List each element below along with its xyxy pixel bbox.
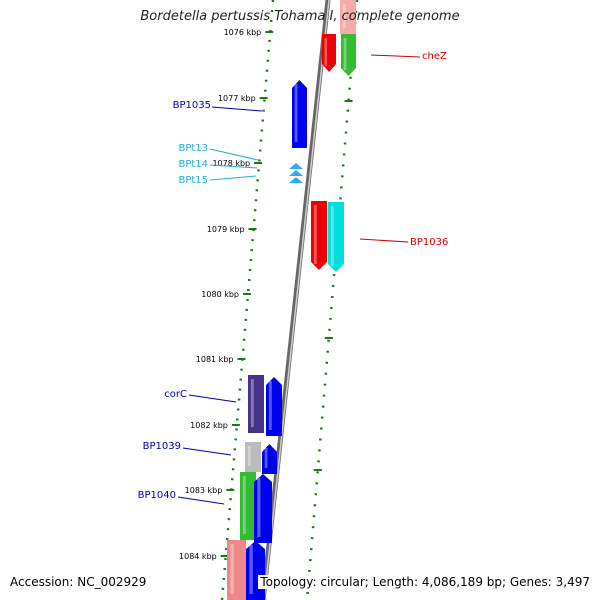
gene-corC <box>248 375 264 433</box>
scale-tick-label: 1078 kbp <box>212 159 250 168</box>
gene-gray-BP1039 <box>245 442 261 472</box>
label-leader-line <box>370 54 421 58</box>
gene-green-top-shine <box>343 38 347 70</box>
scale-tick-label: 1076 kbp <box>224 28 262 37</box>
gene-label-BP1035: BP1035 <box>173 100 211 111</box>
left-dotted-guide <box>220 0 275 600</box>
gene-red-cheZ-shine <box>324 38 328 66</box>
scale-tick-label: 1083 kbp <box>185 486 223 495</box>
gene-red-BP1036 <box>311 201 327 270</box>
gene-corC-shine <box>250 379 254 427</box>
label-leader-line <box>177 496 225 505</box>
label-leader-line <box>209 164 258 169</box>
gene-blue-BP1039-shine <box>264 448 268 468</box>
gene-blue-bottom-shine <box>249 545 253 594</box>
gene-blue-BP1039 <box>262 444 277 474</box>
topology-summary: Topology: circular; Length: 4,086,189 bp… <box>258 575 592 589</box>
trna-chevron <box>289 170 303 176</box>
gene-cyan-BP1036-shine <box>330 206 334 266</box>
trna-chevron <box>289 163 303 169</box>
gene-label-BPt13: BPt13 <box>178 143 208 154</box>
gene-blue-corC <box>266 377 282 436</box>
gene-label-BPt15: BPt15 <box>178 175 208 186</box>
gene-blue-bottom <box>246 541 265 600</box>
scale-tick-label: 1082 kbp <box>190 421 228 430</box>
gene-red-cheZ <box>322 34 336 72</box>
gene-label-BP1036: BP1036 <box>410 237 448 248</box>
gene-blue-corC-shine <box>268 381 272 430</box>
gene-gray-BP1039-shine <box>247 446 251 466</box>
gene-label-corC: corC <box>164 389 187 400</box>
accession-text: Accession: NC_002929 <box>8 575 149 589</box>
genome-backbone <box>260 0 331 600</box>
right-dotted-guide <box>305 0 359 600</box>
scale-tick-label: 1077 kbp <box>218 94 256 103</box>
gene-pink-bottom <box>227 540 246 600</box>
gene-BP1035 <box>292 80 307 148</box>
scale-tick-label: 1084 kbp <box>179 552 217 561</box>
gene-green-BP1040-shine <box>242 476 246 534</box>
gene-red-BP1036-shine <box>313 205 317 264</box>
label-leader-line <box>182 447 232 456</box>
genome-backbone-highlight <box>263 0 330 600</box>
map-title: Bordetella pertussis Tohama I, complete … <box>140 9 460 24</box>
label-leader-line <box>359 238 409 243</box>
scale-tick-label: 1080 kbp <box>201 290 239 299</box>
gene-pink-bottom-shine <box>230 544 234 594</box>
gene-label-cheZ: cheZ <box>422 51 447 62</box>
gene-green-top <box>341 34 356 76</box>
gene-cyan-BP1036 <box>328 202 344 272</box>
label-leader-line <box>209 175 257 181</box>
label-leader-line <box>209 148 259 161</box>
gene-pink-top <box>340 0 356 34</box>
label-leader-line <box>188 394 237 403</box>
label-leader-line <box>211 106 263 112</box>
trna-chevron <box>289 177 303 183</box>
scale-tick-label: 1081 kbp <box>196 355 234 364</box>
scale-tick-label: 1079 kbp <box>207 225 245 234</box>
gene-BP1035-shine <box>294 84 298 142</box>
gene-blue-BP1040-shine <box>257 478 261 537</box>
gene-pink-top-shine <box>342 4 346 28</box>
gene-label-BPt14: BPt14 <box>178 159 208 170</box>
gene-label-BP1040: BP1040 <box>138 490 176 501</box>
gene-green-BP1040 <box>240 472 256 540</box>
gene-blue-BP1040 <box>254 474 272 543</box>
gene-label-BP1039: BP1039 <box>143 441 181 452</box>
